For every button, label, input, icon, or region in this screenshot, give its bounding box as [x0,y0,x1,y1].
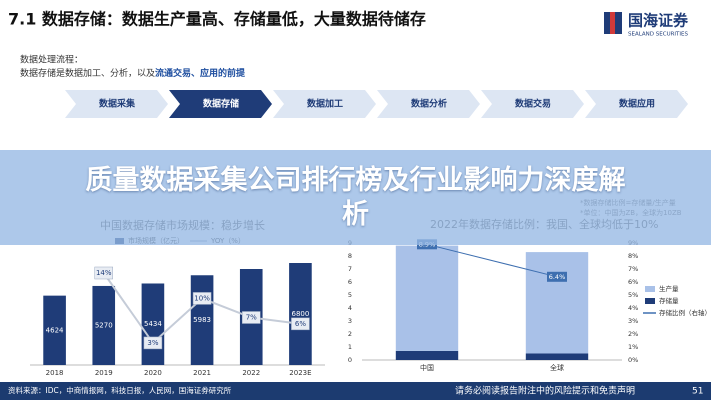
bar [43,295,66,365]
x-tick-label: 中国 [420,363,434,372]
y2-tick-label: 5% [628,291,638,299]
bar [289,263,312,365]
y2-tick-label: 2% [628,330,638,338]
footer-source: 资料来源：IDC，中商情报网，科技日报，人民网，国海证券研究所 [8,385,232,395]
flow-step [65,90,168,118]
intro-text: 数据存储是数据加工、分析，以及 [20,67,155,79]
yoy-label: 7% [246,314,257,322]
y-tick-label: 0 [348,356,352,364]
yoy-label: 10% [194,294,210,302]
yoy-label-box [291,317,310,331]
x-tick-label: 2023E [289,369,311,377]
yoy-label-box [94,266,113,280]
flow-step [169,90,272,118]
y2-tick-label: 1% [628,343,638,351]
slide-title: 7.1 数据存储：数据生产量高、存储量低，大量数据待储存 [8,10,426,29]
y2-tick-label: 6% [628,278,638,286]
x-tick-label: 2018 [46,369,64,377]
ratio-label-box [547,271,567,282]
legend-swatch [645,286,655,292]
footer-bar [0,382,711,400]
yoy-label-box [242,311,261,324]
flow-label: 数据交易 [515,98,551,110]
logo-sub: SEALAND SECURITIES [628,32,689,38]
y2-tick-label: 8% [628,252,638,260]
banner-text: 质量数据采集公司排行榜及行业影响力深度解析 [85,165,626,230]
legend-label: 存储量 [659,296,679,305]
y-tick-label: 3 [348,317,352,325]
flow-label: 数据采集 [99,98,136,110]
logo-icon-accent [610,12,615,34]
y2-tick-label: 0% [628,356,638,364]
bar [92,285,116,365]
yoy-label: 3% [147,339,158,347]
yoy-label: 6% [295,320,306,328]
flow-label: 数据应用 [619,98,655,110]
y-tick-label: 2 [348,330,352,338]
intro-line: 数据存储是数据加工、分析，以及流通交易、应用的前提 [20,67,246,79]
y2-tick-label: 4% [628,304,638,312]
bar-label: 6800 [292,310,310,318]
y-tick-label: 4 [348,304,352,312]
bar-segment [395,245,459,351]
ratio-label: 6.4% [549,273,566,281]
x-tick-label: 2019 [95,369,113,377]
flow-step [585,90,688,118]
flow-step [377,90,480,118]
yoy-label: 14% [96,269,112,277]
x-tick-label: 2021 [193,369,211,377]
yoy-label-box [143,336,163,350]
flow-label: 数据加工 [307,98,343,110]
page-number: 51 [692,387,703,397]
bar-segment [525,353,589,360]
x-tick-label: 全球 [550,363,564,372]
bar-segment [525,252,589,354]
footer-disclaimer: 请务必阅读报告附注中的风险提示和免责声明 [455,385,635,397]
bar-segment [395,350,459,360]
legend-label: 存储比例（右轴） [659,308,711,317]
flow-label: 数据存储 [203,98,239,110]
flow-label: 数据分析 [411,98,447,110]
y-tick-label: 7 [348,265,352,273]
bar-label: 5983 [193,316,211,324]
intro-highlight: 流通交易、应用的前提 [155,67,246,79]
y-tick-label: 6 [348,278,352,286]
ratio-line [426,243,558,278]
y-tick-label: 1 [348,343,352,351]
yoy-label-box [192,292,212,305]
x-tick-label: 2022 [242,369,260,377]
flow-step [481,90,584,118]
flow-step [273,90,376,118]
y-tick-label: 5 [348,291,352,299]
y2-tick-label: 3% [628,317,638,325]
legend-swatch [645,298,655,304]
bar-label: 5434 [144,320,162,328]
logo-name: 国海证券 [628,12,689,30]
bar-label: 4624 [46,326,64,334]
bar-label: 5270 [95,321,113,329]
y2-tick-label: 7% [628,265,638,273]
y-tick-label: 8 [348,252,352,260]
x-tick-label: 2020 [144,369,162,377]
legend-label: 生产量 [659,284,679,293]
intro-line: 数据处理流程： [20,54,83,66]
banner: 质量数据采集公司排行榜及行业影响力深度解析 [0,150,711,245]
